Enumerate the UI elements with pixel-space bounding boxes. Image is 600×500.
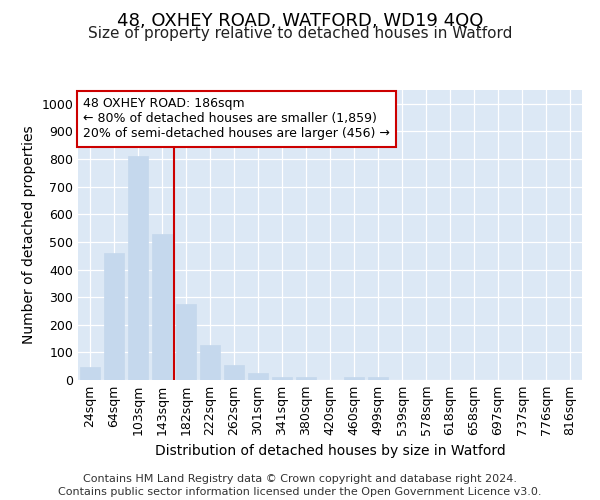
Bar <box>296 377 316 380</box>
Bar <box>368 377 388 380</box>
Bar <box>176 304 196 380</box>
Text: 48 OXHEY ROAD: 186sqm
← 80% of detached houses are smaller (1,859)
20% of semi-d: 48 OXHEY ROAD: 186sqm ← 80% of detached … <box>83 97 390 140</box>
Bar <box>248 373 268 380</box>
Bar <box>272 376 292 380</box>
Text: Contains public sector information licensed under the Open Government Licence v3: Contains public sector information licen… <box>58 487 542 497</box>
Bar <box>128 156 148 380</box>
Bar <box>152 234 172 380</box>
Bar <box>344 377 364 380</box>
Text: Contains HM Land Registry data © Crown copyright and database right 2024.: Contains HM Land Registry data © Crown c… <box>83 474 517 484</box>
Bar <box>200 346 220 380</box>
Bar <box>80 366 100 380</box>
Text: Size of property relative to detached houses in Watford: Size of property relative to detached ho… <box>88 26 512 41</box>
Bar <box>104 253 124 380</box>
X-axis label: Distribution of detached houses by size in Watford: Distribution of detached houses by size … <box>155 444 505 458</box>
Bar <box>224 365 244 380</box>
Y-axis label: Number of detached properties: Number of detached properties <box>22 126 36 344</box>
Text: 48, OXHEY ROAD, WATFORD, WD19 4QQ: 48, OXHEY ROAD, WATFORD, WD19 4QQ <box>117 12 483 30</box>
